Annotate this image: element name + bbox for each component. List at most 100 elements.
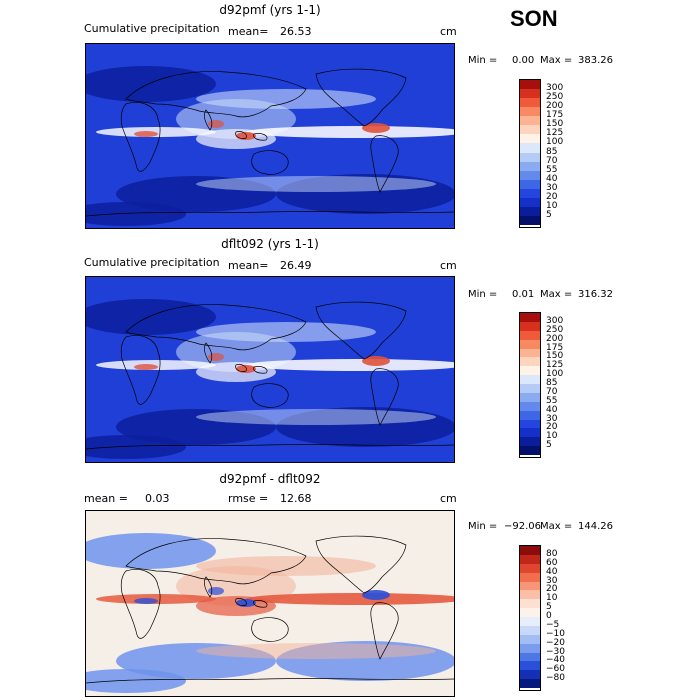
colorbar — [519, 545, 541, 691]
colorbar — [519, 312, 541, 458]
field-blob — [134, 364, 158, 370]
mean-label: mean= — [228, 25, 269, 38]
coastline — [251, 617, 289, 642]
min-value: −92.06 — [504, 521, 542, 532]
colorbar-tick-label: 150 — [546, 119, 564, 130]
field-blob — [196, 643, 436, 659]
coastline — [370, 368, 399, 426]
colorbar-tick-label: 55 — [546, 164, 558, 175]
precip-map — [85, 43, 455, 229]
colorbar-tick-label: 10 — [546, 200, 558, 211]
field-blob — [362, 590, 390, 600]
field-blob — [362, 123, 390, 133]
field-blob — [246, 126, 454, 138]
colorbar-tick-label: 20 — [546, 191, 558, 202]
map-canvas — [86, 511, 454, 696]
colorbar-tick-label: 85 — [546, 378, 558, 388]
colorbar-swatch — [520, 89, 540, 99]
colorbar-swatch — [520, 670, 540, 680]
min-label: Min = — [468, 521, 498, 532]
coastline — [251, 150, 289, 175]
field-blob — [134, 598, 158, 604]
panel-title: dflt092 (yrs 1-1) — [221, 237, 319, 251]
colorbar-swatch — [520, 599, 540, 609]
colorbar-swatch — [520, 446, 540, 455]
colorbar-tick-label: 60 — [546, 557, 558, 568]
rmse-value: 12.68 — [280, 492, 312, 505]
colorbar-tick-label: 300 — [546, 83, 564, 94]
colorbar-swatch — [520, 348, 540, 358]
colorbar-tick-label: −5 — [546, 619, 560, 630]
colorbar-tick-label: 70 — [546, 155, 558, 166]
field-blob — [134, 131, 158, 137]
colorbar-tick-label: 30 — [546, 575, 558, 586]
colorbar-swatch — [520, 170, 540, 180]
colorbar-swatch — [520, 625, 540, 635]
coastline — [120, 335, 161, 405]
min-label: Min = — [468, 55, 498, 66]
colorbar-swatch — [520, 608, 540, 617]
colorbar-swatch — [520, 375, 540, 384]
colorbar-swatch — [520, 80, 540, 90]
colorbar-tick-label: 200 — [546, 333, 564, 344]
colorbar-tick-label: 250 — [546, 92, 564, 103]
field-blob — [208, 120, 224, 128]
coastline — [204, 342, 213, 364]
field-blob — [208, 353, 224, 361]
coastline — [315, 301, 407, 360]
colorbar-swatch — [520, 546, 540, 555]
colorbar-tick-label: 40 — [546, 173, 558, 184]
colorbar-swatch — [520, 125, 540, 135]
colorbar-swatch — [520, 179, 540, 189]
colorbar-swatch — [520, 188, 540, 198]
colorbar-swatch — [520, 384, 540, 393]
colorbar-tick-label: 150 — [546, 351, 564, 362]
colorbar-swatch — [520, 419, 540, 429]
coastline — [125, 538, 307, 585]
coastline — [204, 576, 213, 598]
colorbar-swatch — [520, 392, 540, 402]
colorbar-swatch — [520, 643, 540, 653]
field-blob — [246, 593, 454, 605]
field-blob — [86, 202, 186, 226]
field-blob — [86, 66, 216, 102]
colorbar-tick-label: 100 — [546, 369, 564, 380]
colorbar-swatch — [520, 581, 540, 591]
colorbar-tick-label: 20 — [546, 422, 558, 433]
field-blob — [362, 356, 390, 366]
colorbar-tick-label: 200 — [546, 101, 564, 112]
colorbar-swatch — [520, 98, 540, 108]
panel-title: d92pmf - dflt092 — [219, 472, 321, 486]
colorbar-tick-label: 20 — [546, 584, 558, 595]
coastline — [120, 569, 161, 639]
colorbar-swatch — [520, 366, 540, 376]
variable-label: Cumulative precipitation — [84, 22, 220, 35]
min-value: 0.01 — [512, 289, 535, 300]
colorbar-tick-label: 30 — [546, 413, 558, 424]
coastline — [370, 602, 399, 660]
min-label: Min = — [468, 289, 498, 300]
colorbar-swatch — [520, 634, 540, 644]
field-blob — [86, 299, 216, 335]
field-blob — [196, 362, 276, 382]
coastline — [204, 109, 213, 131]
colorbar-tick-label: −60 — [546, 664, 565, 675]
panel-title: d92pmf (yrs 1-1) — [219, 3, 321, 17]
coastline — [125, 71, 307, 118]
field-blob — [236, 599, 256, 607]
colorbar-swatch — [520, 679, 540, 688]
colorbar-swatch — [520, 321, 540, 331]
field-blob — [86, 533, 216, 569]
coastline — [86, 444, 454, 450]
colorbar-tick-label: 175 — [546, 342, 564, 353]
coastline — [235, 364, 268, 374]
field-blob — [196, 176, 436, 192]
units-label: cm — [440, 259, 457, 272]
colorbar-tick-label: 30 — [546, 182, 558, 193]
colorbar-swatch — [520, 428, 540, 438]
field-blob — [196, 596, 276, 616]
colorbar-tick-label: 175 — [546, 110, 564, 121]
max-value: 316.32 — [578, 289, 613, 300]
colorbar-tick-label: 5 — [546, 602, 552, 613]
map-canvas — [86, 277, 454, 462]
